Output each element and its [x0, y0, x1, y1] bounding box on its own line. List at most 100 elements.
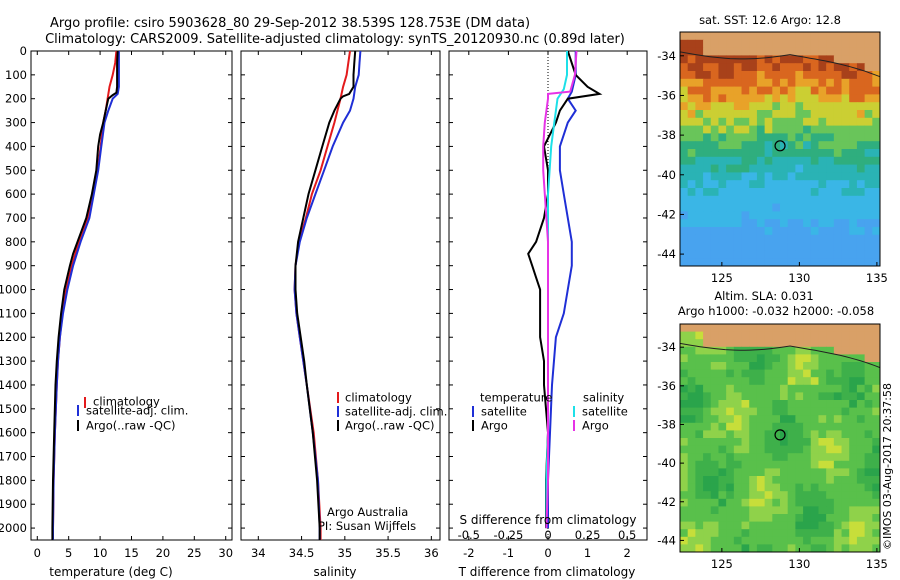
- map-cell: [856, 156, 866, 166]
- map-cell: [718, 369, 727, 378]
- map-cell: [741, 164, 750, 173]
- map-cell: [826, 491, 835, 500]
- map-cell: [849, 430, 858, 439]
- map-cell: [841, 354, 850, 363]
- map-cell: [756, 149, 766, 158]
- diff-top-tick-label: 0: [544, 528, 551, 542]
- map-cell: [756, 102, 766, 111]
- map-cell: [710, 149, 719, 158]
- map-cell: [764, 219, 773, 228]
- map-cell: [749, 86, 758, 95]
- map-cell: [741, 149, 750, 158]
- map-cell: [818, 445, 827, 454]
- map-cell: [695, 86, 704, 95]
- map-cell: [726, 242, 735, 251]
- map-cell: [726, 219, 735, 228]
- map-cell: [856, 195, 866, 205]
- map-cell: [680, 242, 689, 251]
- map-cell: [741, 521, 750, 530]
- map-cell: [733, 32, 743, 41]
- map-cell: [703, 529, 712, 538]
- map-cell: [787, 392, 796, 401]
- map-cell: [872, 476, 881, 485]
- map-cell: [710, 544, 719, 553]
- map-cell: [841, 407, 850, 416]
- difference-panel: -2 -1 0 1 2: [448, 50, 648, 560]
- map-cell: [818, 498, 827, 507]
- map-y-tick-label: -44: [657, 247, 676, 261]
- map-cell: [810, 529, 819, 538]
- map-cell: [772, 506, 781, 515]
- map-cell: [872, 400, 881, 409]
- map-cell: [826, 250, 835, 259]
- map-cell: [780, 78, 789, 88]
- map-cell: [872, 39, 881, 49]
- map-cell: [826, 63, 835, 72]
- map-cell: [849, 514, 858, 523]
- map-cell: [864, 445, 873, 454]
- map-cell: [703, 453, 712, 462]
- map-cell: [741, 324, 750, 333]
- map-cell: [749, 521, 758, 530]
- map-cell: [864, 536, 873, 545]
- map-cell: [772, 227, 781, 236]
- map-y-tick-label: -36: [657, 379, 676, 393]
- x-tick-label: 36: [424, 546, 439, 560]
- map-cell: [756, 117, 766, 127]
- map-cell: [872, 346, 881, 355]
- map-cell: [703, 430, 712, 439]
- map-cell: [872, 422, 881, 431]
- map-cell: [764, 453, 773, 462]
- map-cell: [718, 506, 727, 515]
- map-cell: [849, 32, 858, 41]
- map-cell: [726, 47, 735, 56]
- map-cell: [718, 422, 727, 431]
- map-cell: [780, 400, 789, 409]
- map-cell: [749, 227, 758, 236]
- diff-top-tick-label: -0.5: [458, 528, 480, 542]
- map-cell: [749, 133, 758, 142]
- map-cell: [726, 491, 735, 500]
- map-cell: [872, 195, 881, 205]
- map-cell: [710, 407, 719, 416]
- map-cell: [695, 102, 704, 111]
- map-cell: [687, 110, 696, 119]
- map-cell: [710, 331, 719, 340]
- map-cell: [749, 544, 758, 553]
- map-cell: [803, 407, 812, 416]
- map-cell: [749, 422, 758, 431]
- map-cell: [703, 195, 712, 205]
- map-y-tick-label: -40: [657, 168, 676, 182]
- map-cell: [841, 422, 850, 431]
- map-cell: [864, 156, 873, 166]
- map-cell: [764, 78, 773, 88]
- map-cell: [680, 544, 689, 553]
- map-cell: [810, 47, 819, 56]
- map-cell: [772, 491, 781, 500]
- map-cell: [841, 180, 850, 189]
- map-cell: [856, 438, 866, 447]
- map-cell: [695, 125, 704, 134]
- map-cell: [733, 47, 743, 56]
- map-cell: [764, 544, 773, 553]
- map-cell: [680, 156, 689, 166]
- map-cell: [780, 521, 789, 530]
- map-cell: [833, 94, 843, 103]
- map-cell: [818, 369, 827, 378]
- map-cell: [726, 32, 735, 41]
- map-cell: [695, 32, 704, 41]
- map-cell: [803, 506, 812, 515]
- map-cell: [764, 346, 773, 355]
- map-cell: [741, 422, 750, 431]
- map-cell: [726, 476, 735, 485]
- map-cell: [833, 86, 843, 95]
- map-cell: [826, 392, 835, 401]
- map-cell: [764, 422, 773, 431]
- map-cell: [710, 362, 719, 371]
- map-cell: [718, 78, 727, 88]
- map-cell: [803, 133, 812, 142]
- map-cell: [772, 362, 781, 371]
- map-cell: [756, 164, 766, 173]
- map-cell: [833, 354, 843, 363]
- map-cell: [833, 377, 843, 386]
